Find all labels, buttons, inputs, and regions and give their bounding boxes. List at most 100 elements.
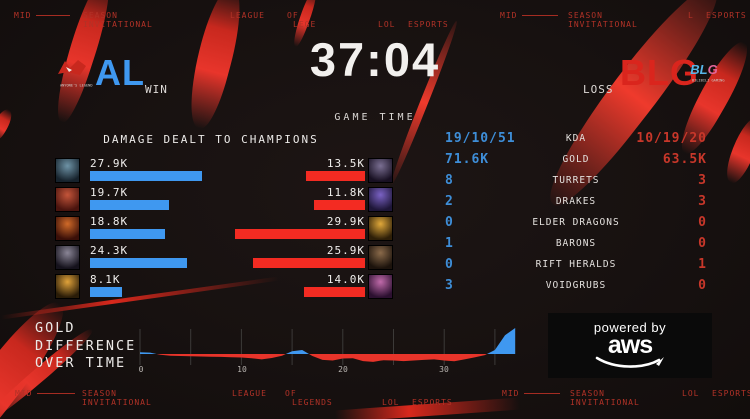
gold-chart-title-line: DIFFERENCE (35, 337, 137, 354)
ticker-bottom-item: MID (502, 389, 520, 398)
damage-value-red: 29.9K (326, 215, 365, 228)
stat-value-blue: 8 (445, 173, 454, 188)
damage-row: 18.8K 29.9K (0, 215, 750, 242)
stat-value-red: 3 (698, 173, 707, 188)
aws-smile-icon (595, 356, 664, 368)
damage-bar-red (253, 258, 365, 268)
stat-value-blue: 0 (445, 257, 454, 272)
damage-row: 24.3K 25.9K (0, 244, 750, 271)
champion-icon (55, 245, 80, 270)
damage-bar-blue (90, 258, 187, 268)
game-timer-label: GAME TIME (334, 112, 416, 123)
damage-bar-blue (90, 229, 165, 239)
aws-powered-by-text: powered by (593, 320, 667, 335)
ticker-top-item: MID (14, 11, 32, 20)
stat-value-blue: 3 (445, 278, 454, 293)
ticker-top-item: MID (500, 11, 518, 20)
champion-icon (55, 187, 80, 212)
ticker-top-item: SEASON (568, 11, 603, 20)
damage-panel-title: DAMAGE DEALT TO CHAMPIONS (103, 133, 319, 146)
ticker-dash (522, 15, 558, 16)
damage-row: 19.7K 11.8K (0, 186, 750, 213)
champion-icon (368, 274, 393, 299)
stat-value-red: 1 (698, 257, 707, 272)
stat-label: BARONS (555, 238, 597, 249)
stat-label: TURRETS (552, 175, 600, 186)
damage-bar-red (235, 229, 365, 239)
team-red-logo: BLG BILIBILI GAMING (684, 62, 724, 84)
chart-xtick: 0 (138, 365, 144, 374)
ticker-top-item: INVITATIONAL (83, 20, 153, 29)
stat-value-blue: 71.6K (445, 152, 490, 167)
ticker-top-item: OF (287, 11, 299, 20)
damage-value-red: 11.8K (326, 186, 365, 199)
stat-value-red: 0 (698, 278, 707, 293)
gold-chart-title-line: OVER TIME (35, 355, 127, 371)
damage-value-blue: 27.9K (90, 157, 129, 170)
ticker-bottom-item: SEASON (570, 389, 605, 398)
damage-value-blue: 19.7K (90, 186, 129, 199)
damage-bar-red (314, 200, 365, 210)
ticker-bottom-item: INVITATIONAL (570, 398, 640, 407)
chart-xtick: 30 (439, 365, 449, 374)
damage-value-blue: 24.3K (90, 244, 129, 257)
stat-value-red: 63.5K (662, 152, 707, 167)
ticker-top-item: ESPORTS (706, 11, 747, 20)
champion-icon (55, 216, 80, 241)
stat-value-red: 10/19/20 (636, 131, 707, 146)
ticker-top-item: LOL (378, 20, 396, 29)
chart-xtick: 10 (237, 365, 247, 374)
gold-difference-chart (139, 328, 516, 365)
team-red-result: LOSS (583, 83, 614, 96)
stat-value-red: 0 (698, 236, 707, 251)
stat-label: GOLD (562, 154, 590, 165)
champion-icon (368, 187, 393, 212)
aws-logo-text: aws (607, 331, 653, 359)
ticker-bottom-item: LEAGUE (232, 389, 267, 398)
gold-chart-title-line: GOLD (35, 320, 76, 336)
ticker-dash (36, 15, 70, 16)
ticker-dash (524, 393, 560, 394)
stat-value-blue: 19/10/51 (445, 131, 516, 146)
stat-row: 0 RIFT HERALDS 1 (0, 257, 750, 275)
stat-value-red: 0 (698, 215, 707, 230)
ticker-bottom-item: LOL (382, 398, 400, 407)
stat-label: ELDER DRAGONS (532, 217, 620, 228)
stat-row: 0 ELDER DRAGONS 0 (0, 215, 750, 233)
stat-label: RIFT HERALDS (535, 259, 617, 270)
ticker-top-item: ESPORTS (408, 20, 449, 29)
damage-value-blue: 18.8K (90, 215, 129, 228)
stat-value-blue: 1 (445, 236, 454, 251)
champion-icon (55, 158, 80, 183)
stat-row: 19/10/51 KDA 10/19/20 (0, 131, 750, 149)
team-red-logo-caption: BILIBILI GAMING (692, 78, 725, 83)
stat-value-blue: 2 (445, 194, 454, 209)
stat-value-blue: 0 (445, 215, 454, 230)
team-blue-result: WIN (145, 83, 168, 96)
ticker-bottom-item: MID (15, 389, 33, 398)
ticker-top-item: INVITATIONAL (568, 20, 638, 29)
chart-xtick: 20 (338, 365, 348, 374)
damage-bar-blue (90, 171, 202, 181)
ticker-bottom-item: LOL (682, 389, 700, 398)
damage-value-red: 25.9K (326, 244, 365, 257)
damage-bar-blue (90, 200, 169, 210)
stat-row: 3 VOIDGRUBS 0 (0, 278, 750, 296)
ticker-bottom-item: OF (285, 389, 297, 398)
ticker-bottom-item: ESPORTS (412, 398, 453, 407)
stat-label: KDA (565, 133, 587, 144)
stat-row: 71.6K GOLD 63.5K (0, 152, 750, 170)
blg-logo-icon: BLG (690, 62, 718, 77)
gold-chart-title: GOLD DIFFERENCE OVER TIME (35, 320, 136, 373)
stat-label: VOIDGRUBS (545, 280, 607, 291)
ticker-bottom-item: SEASON (82, 389, 117, 398)
champion-icon (368, 216, 393, 241)
stat-label: DRAKES (555, 196, 597, 207)
ticker-top-item: L (688, 11, 694, 20)
ticker-top-item: SEASON (83, 11, 118, 20)
ticker-bottom-item: LEGENDS (292, 398, 333, 407)
stat-row: 1 BARONS 0 (0, 236, 750, 254)
champion-icon (368, 245, 393, 270)
ticker-bottom-item: INVITATIONAL (82, 398, 152, 407)
